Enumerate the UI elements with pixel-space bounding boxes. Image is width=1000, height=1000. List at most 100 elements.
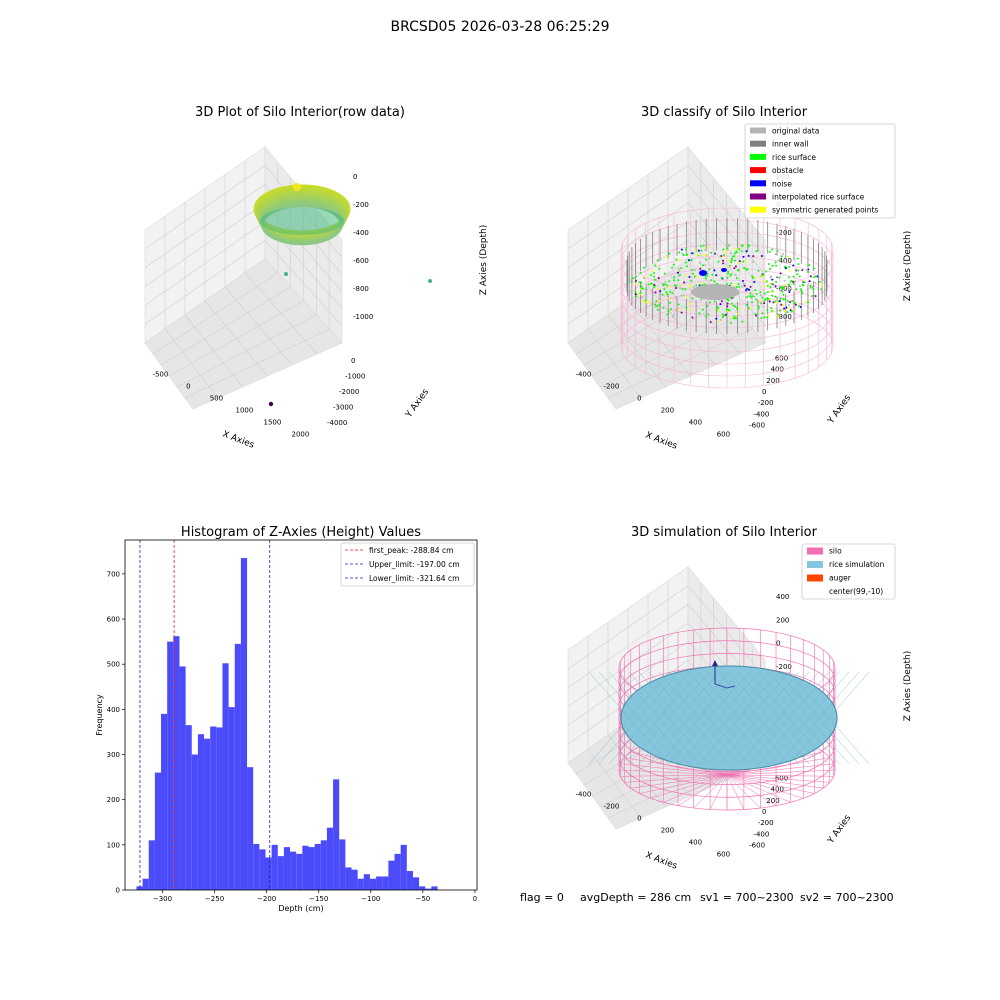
raw-point	[293, 183, 301, 191]
z-tick-label: -800	[776, 313, 792, 321]
rice-mesh	[608, 671, 690, 765]
classified-point	[791, 300, 794, 303]
legend-label: rice surface	[772, 153, 816, 162]
classified-point	[654, 305, 657, 308]
classified-point	[769, 267, 772, 270]
histogram-bar	[326, 827, 334, 890]
y-tick-label: -600	[749, 841, 765, 849]
classified-point	[753, 281, 756, 284]
classified-point	[749, 307, 752, 310]
y-tick-label: -4000	[327, 419, 347, 427]
classified-point	[702, 308, 705, 311]
classified-point	[656, 259, 659, 262]
histogram-bar	[302, 845, 309, 890]
classified-point	[742, 279, 745, 282]
classified-point	[654, 291, 657, 294]
classified-point	[765, 298, 768, 301]
classified-point	[734, 317, 737, 320]
classified-point	[774, 261, 777, 264]
histogram-bar	[369, 878, 377, 890]
classified-point	[721, 316, 724, 319]
classified-point	[675, 287, 678, 290]
histogram-bar	[148, 840, 155, 890]
footer-sv2: sv2 = 700~2300	[800, 891, 894, 904]
histogram-reference-lines	[139, 540, 271, 890]
classified-point	[666, 293, 669, 296]
classified-point	[820, 283, 823, 286]
classified-point	[706, 246, 709, 249]
classified-point	[749, 292, 752, 295]
x-tick-label: -400	[575, 371, 591, 379]
classified-point	[641, 300, 644, 303]
histogram-frame	[124, 539, 478, 891]
x-tick-label: 200	[661, 827, 674, 835]
classified-point	[677, 279, 680, 282]
classified-point	[634, 283, 637, 286]
classified-point	[685, 306, 688, 309]
rice-mesh	[738, 671, 820, 765]
classified-point	[691, 268, 694, 271]
silo-floor-spoke	[726, 774, 791, 803]
classified-point	[737, 282, 740, 285]
classified-point	[724, 313, 727, 316]
y-tick-label: -400	[753, 410, 769, 418]
x-tick-label: −250	[205, 895, 224, 903]
panel2-classified-points	[620, 207, 834, 389]
classified-point	[647, 283, 650, 286]
histogram-bar	[406, 871, 413, 890]
classified-point	[735, 250, 738, 253]
classified-point	[689, 283, 692, 286]
histogram-bar	[283, 847, 291, 890]
histogram-bar	[222, 663, 229, 890]
classified-point	[689, 286, 692, 289]
classified-point	[717, 309, 720, 312]
silo-floor-spoke	[639, 774, 728, 794]
classified-point	[743, 266, 746, 269]
classified-point	[677, 267, 680, 270]
legend-label: silo	[829, 547, 842, 556]
classified-point	[643, 266, 646, 269]
classified-point	[751, 275, 754, 278]
classified-point	[717, 260, 720, 263]
classified-point	[792, 281, 795, 284]
silo-floor-spoke	[726, 774, 745, 810]
classified-point	[754, 276, 757, 279]
legend-label: noise	[772, 179, 792, 188]
classified-point	[738, 260, 741, 263]
classified-point	[675, 258, 678, 261]
classified-point	[814, 294, 817, 297]
legend-label: rice simulation	[829, 560, 885, 569]
classified-point	[672, 263, 675, 266]
x-tick-label: -400	[575, 791, 591, 799]
classified-point	[700, 298, 703, 301]
classified-point	[775, 280, 778, 283]
classified-point	[787, 276, 790, 279]
rice-mesh	[668, 671, 750, 765]
classified-point	[781, 287, 784, 290]
classified-point	[770, 309, 773, 312]
classified-point	[664, 281, 667, 284]
classified-point	[766, 297, 769, 300]
classified-point	[691, 272, 694, 275]
x-tick-label: −300	[153, 895, 172, 903]
histogram-bar	[154, 772, 162, 890]
silo-floor-spoke	[618, 769, 728, 776]
classified-point	[655, 278, 658, 281]
rice-mesh	[728, 671, 810, 765]
classified-point	[689, 308, 692, 311]
y-tick-label: 600	[775, 355, 788, 363]
classified-point	[809, 275, 812, 278]
classified-point	[777, 313, 780, 316]
histogram-bar	[382, 876, 389, 890]
classified-point	[769, 283, 772, 286]
classified-point	[696, 275, 699, 278]
classified-point	[799, 285, 802, 288]
histogram-bar	[388, 860, 395, 890]
classified-point	[742, 260, 745, 263]
classified-point	[795, 268, 798, 271]
classified-point	[745, 289, 748, 292]
classified-point	[748, 288, 751, 291]
classified-point	[671, 292, 674, 295]
classified-point	[765, 270, 768, 273]
noise-cluster	[721, 268, 727, 272]
